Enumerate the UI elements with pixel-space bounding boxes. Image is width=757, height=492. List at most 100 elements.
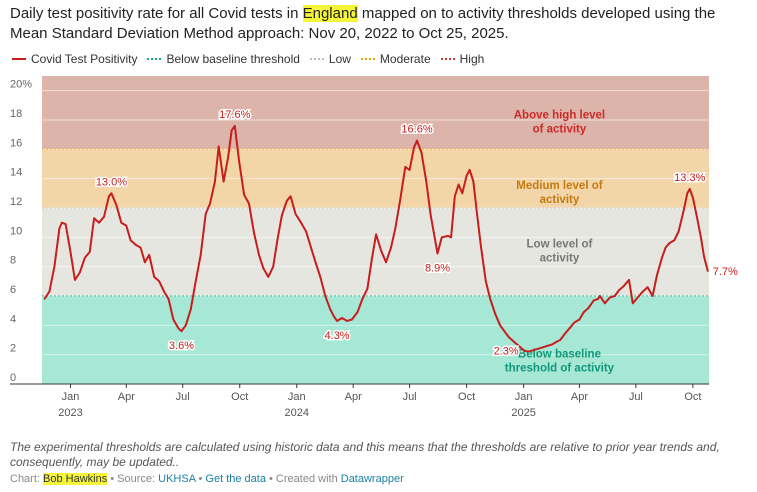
legend-item-test-positivity: Covid Test Positivity: [12, 52, 137, 66]
data-point: [83, 257, 86, 259]
data-point: [380, 249, 382, 252]
data-point: [64, 223, 67, 225]
data-point: [578, 318, 581, 321]
data-point: [673, 239, 676, 242]
data-point: [507, 336, 510, 338]
data-point: [185, 324, 187, 327]
data-point: [98, 221, 100, 224]
chart-title: Daily test positivity rate for all Covid…: [10, 4, 750, 44]
legend-item-low: Low: [309, 52, 351, 66]
data-point: [461, 192, 464, 195]
x-tick-year-label: 2023: [58, 407, 82, 419]
chart-footer: Chart: Bob Hawkins • Source: UKHSA • Get…: [10, 473, 404, 485]
data-point: [551, 343, 553, 346]
legend-swatch-high: [440, 58, 455, 60]
data-point: [79, 271, 81, 274]
data-point: [129, 239, 132, 242]
data-point: [329, 308, 332, 310]
data-point: [134, 243, 137, 246]
data-point: [503, 330, 506, 333]
x-tick-label: Apr: [345, 391, 362, 403]
data-point: [613, 295, 616, 297]
data-point: [703, 255, 705, 258]
y-tick-label: 0: [10, 372, 16, 384]
band-above-high-level-of-activity: [42, 76, 709, 150]
data-point: [623, 284, 625, 287]
legend-label-low: Low: [328, 52, 351, 66]
data-point: [582, 311, 585, 313]
x-tick-label: Jul: [176, 391, 190, 403]
legend-swatch-moderate: [360, 58, 375, 60]
data-point: [189, 308, 192, 310]
data-point: [361, 298, 364, 300]
data-point: [310, 246, 312, 249]
legend-item-below-baseline: Below baseline threshold: [147, 52, 300, 66]
data-label: 4.3%: [325, 330, 350, 342]
source-link[interactable]: UKHSA: [158, 473, 196, 485]
footer-author: Bob Hawkins: [43, 473, 108, 485]
data-point: [305, 230, 307, 233]
data-point: [120, 221, 123, 224]
datawrapper-link[interactable]: Datawrapper: [340, 473, 404, 485]
data-point: [286, 199, 288, 202]
data-label: 13.0%: [96, 176, 127, 188]
data-point: [476, 214, 478, 217]
band-label-line: Low level of: [527, 239, 593, 251]
data-point: [559, 339, 562, 341]
data-point: [696, 217, 699, 220]
data-point: [522, 349, 525, 352]
data-point: [289, 195, 292, 198]
data-point: [233, 125, 236, 127]
x-tick-label: Apr: [118, 391, 135, 403]
data-point: [88, 251, 91, 253]
data-point: [139, 246, 142, 249]
data-point: [441, 236, 443, 239]
band-label-line: Below baseline: [518, 349, 601, 361]
data-label: 3.6%: [169, 340, 194, 352]
data-point: [706, 270, 709, 272]
data-point: [53, 265, 56, 268]
data-point: [592, 299, 595, 302]
y-tick-label: 16: [10, 137, 22, 149]
data-point: [238, 160, 240, 162]
band-label-line: Medium level of: [516, 180, 602, 192]
data-point: [172, 318, 175, 321]
data-point: [272, 265, 275, 268]
data-point: [494, 312, 496, 315]
data-point: [556, 340, 558, 343]
y-tick-label: 6: [10, 284, 16, 296]
data-point: [433, 235, 436, 237]
data-point: [199, 254, 202, 256]
y-tick-label: 20%: [10, 79, 32, 91]
data-point: [429, 214, 432, 217]
x-tick-label: Apr: [571, 391, 588, 403]
data-point: [499, 324, 501, 327]
data-point: [465, 174, 468, 177]
footer-sep-2: •: [195, 473, 206, 485]
data-point: [258, 254, 260, 256]
band-label-line: of activity: [533, 124, 587, 136]
legend-item-moderate: Moderate: [360, 52, 431, 66]
data-point: [217, 145, 220, 148]
data-point: [587, 306, 590, 309]
data-point: [108, 195, 110, 198]
legend-swatch-low: [309, 58, 324, 60]
data-point: [408, 169, 411, 171]
data-point: [420, 151, 423, 154]
band-label-line: activity: [540, 253, 580, 265]
data-point: [93, 217, 95, 220]
data-label: 16.6%: [401, 124, 432, 136]
data-point: [144, 261, 146, 264]
data-point: [517, 345, 520, 347]
x-tick-year-label: 2025: [511, 407, 535, 419]
chart-note: The experimental thresholds are calculat…: [10, 440, 720, 469]
x-tick-label: Jul: [629, 391, 643, 403]
data-point: [103, 216, 105, 218]
legend-label-test-positivity: Covid Test Positivity: [31, 52, 138, 66]
data-point: [425, 180, 428, 183]
y-tick-label: 14: [10, 167, 22, 179]
data-point: [700, 236, 702, 239]
data-point: [227, 157, 229, 159]
get-data-link[interactable]: Get the data: [205, 473, 266, 485]
data-point: [537, 348, 539, 350]
